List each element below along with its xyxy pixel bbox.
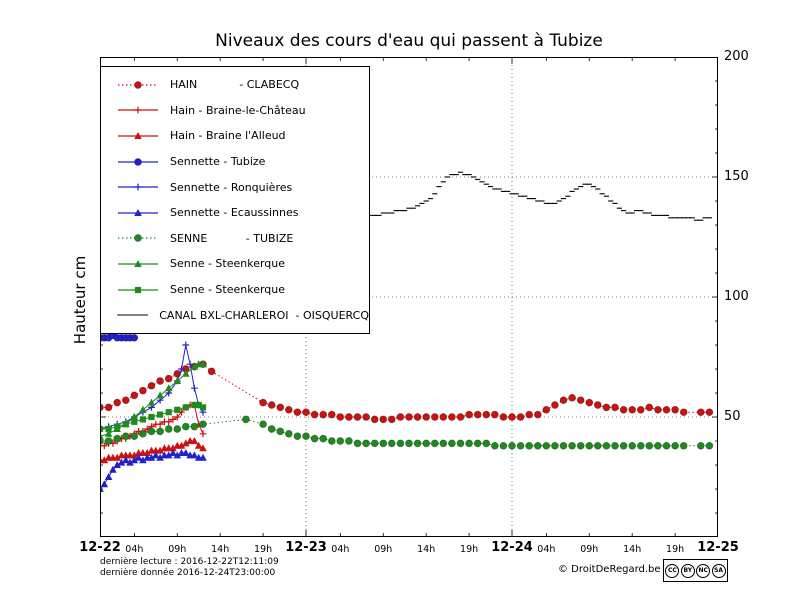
- legend-item-hain-braine-le-chateau: Hain - Braine-le-Château: [115, 99, 369, 122]
- circle-marker-icon: [118, 80, 158, 89]
- cc-license-badge: CC BY NC SA: [663, 559, 728, 582]
- x-hour-label: 09h: [374, 544, 393, 555]
- x-hour-label: 19h: [460, 544, 479, 555]
- chart-title: Niveaux des cours d'eau qui passent à Tu…: [215, 31, 603, 51]
- legend-label: Hain - Braine l'Alleud: [170, 129, 286, 143]
- cc-logo-icon: CC: [665, 563, 680, 578]
- legend-label: Sennette - Ecaussinnes: [170, 206, 299, 220]
- legend-item-sennette-tubize: Sennette - Tubize: [115, 150, 369, 173]
- x-hour-label: 19h: [666, 544, 685, 555]
- plot-area: [100, 57, 718, 537]
- y-tick-label: 200: [724, 49, 749, 64]
- legend-item-sennette-ecaussinnes: Sennette - Ecaussinnes: [115, 201, 369, 224]
- circle-marker-icon: [118, 234, 158, 243]
- copyright-text: © DroitDeRegard.be: [558, 564, 661, 575]
- legend-label: Hain - Braine-le-Château: [170, 103, 306, 117]
- legend: HAIN - CLABECQ Hain - Braine-le-Château Ha…: [100, 66, 370, 334]
- x-day-label: 12-23: [285, 540, 327, 555]
- triangle-marker-icon: [118, 131, 158, 139]
- y-tick-label: 50: [724, 409, 741, 424]
- x-day-label: 12-24: [491, 540, 533, 555]
- legend-label: CANAL BXL-CHARLEROI - OISQUERCQ: [159, 308, 369, 322]
- x-day-label: 12-22: [79, 540, 121, 555]
- last-data-text: dernière donnée 2016-12-24T23:00:00: [100, 568, 276, 578]
- x-hour-label: 14h: [623, 544, 642, 555]
- square-marker-icon: [118, 286, 158, 293]
- legend-label: Senne - Steenkerque: [170, 283, 286, 297]
- x-hour-label: 04h: [537, 544, 556, 555]
- x-hour-label: 09h: [580, 544, 599, 555]
- legend-item-senne-steenkerque-triangle: Senne - Steenkerque: [115, 252, 369, 275]
- legend-label: Sennette - Tubize: [170, 155, 266, 169]
- hline-marker-icon: [117, 314, 148, 316]
- legend-item-senne-tubize: SENNE - TUBIZE: [115, 227, 369, 250]
- cc-sa-icon: SA: [711, 563, 726, 578]
- x-hour-label: 09h: [168, 544, 187, 555]
- legend-label: Senne - Steenkerque: [170, 257, 286, 271]
- cc-by-icon: BY: [680, 563, 695, 578]
- legend-label: SENNE - TUBIZE: [170, 231, 294, 245]
- y-tick-label: 100: [724, 289, 749, 304]
- triangle-marker-icon: [118, 208, 158, 216]
- triangle-marker-icon: [118, 259, 158, 267]
- legend-item-canal-bxl-charleroi-oisquercq: CANAL BXL-CHARLEROI - OISQUERCQ: [115, 304, 369, 327]
- x-day-label: 12-25: [697, 540, 739, 555]
- x-hour-label: 14h: [417, 544, 436, 555]
- legend-item-hain-clabecq: HAIN - CLABECQ: [115, 73, 369, 96]
- y-axis-label: Hauteur cm: [71, 255, 89, 345]
- legend-label: HAIN - CLABECQ: [170, 78, 300, 92]
- plus-marker-icon: [118, 183, 158, 191]
- legend-item-senne-steenkerque-square: Senne - Steenkerque: [115, 278, 369, 301]
- legend-item-sennette-ronquieres: Sennette - Ronquières: [115, 176, 369, 199]
- circle-marker-icon: [118, 157, 158, 166]
- x-hour-label: 19h: [254, 544, 273, 555]
- last-reading-text: dernière lecture : 2016-12-22T12:11:09: [100, 557, 279, 567]
- cc-nc-icon: NC: [696, 563, 711, 578]
- x-hour-label: 14h: [211, 544, 230, 555]
- legend-label: Sennette - Ronquières: [170, 180, 293, 194]
- footer-info: dernière lecture : 2016-12-22T12:11:09 d…: [100, 557, 279, 579]
- x-hour-label: 04h: [125, 544, 144, 555]
- y-tick-label: 150: [724, 169, 749, 184]
- x-hour-label: 04h: [331, 544, 350, 555]
- legend-item-hain-braine-l-alleud: Hain - Braine l'Alleud: [115, 124, 369, 147]
- plus-marker-icon: [118, 106, 158, 114]
